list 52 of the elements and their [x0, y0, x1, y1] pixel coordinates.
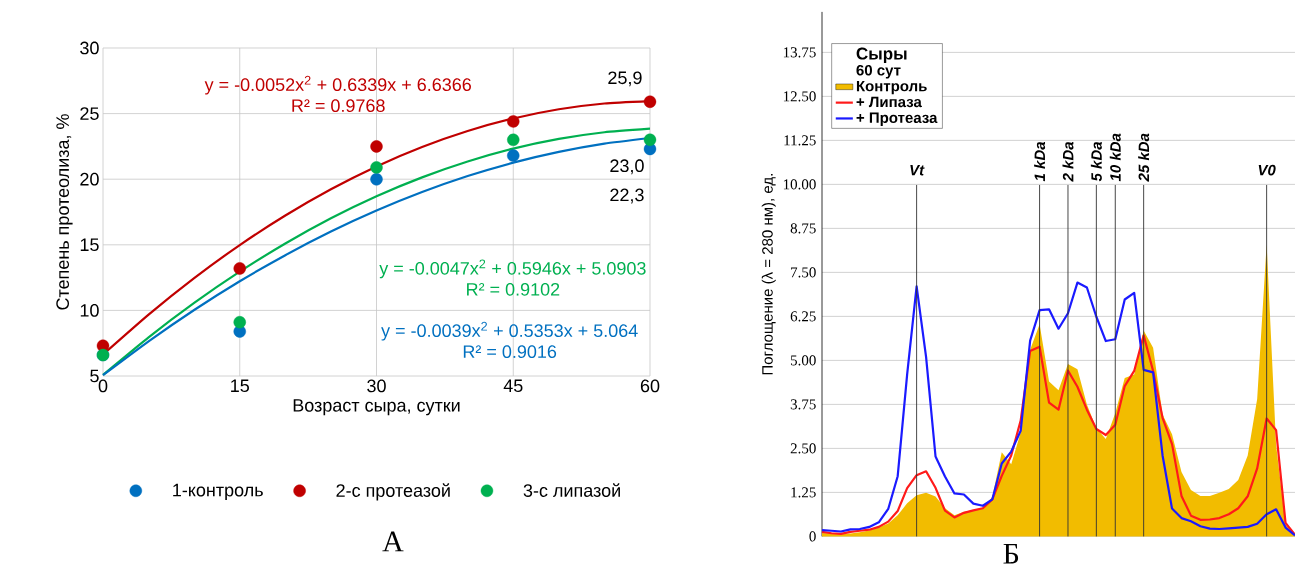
legend-label: + Протеаза — [856, 112, 938, 126]
category-label: 5 kDa — [1090, 141, 1102, 182]
y-tick-label: 2.50 — [790, 443, 816, 454]
y-tick-label: 10 — [80, 304, 99, 317]
y-tick-label: 7.50 — [791, 267, 816, 278]
y-tick-label: 30 — [80, 41, 99, 55]
legend-label: + Липаза — [856, 96, 922, 108]
y-tick-label: 6.25 — [790, 311, 816, 322]
x-tick-label: 45 — [503, 379, 523, 393]
annotation: y = -0.0052x$^{2}$ + 0.6339x + 6.6366 — [204, 75, 471, 95]
y-tick-label: 25 — [80, 107, 99, 120]
y-tick-label: 13.75 — [783, 47, 816, 58]
x-tick-label: 15 — [231, 379, 249, 393]
y-tick-label: 10.00 — [783, 179, 816, 190]
y-tick-label: 1.25 — [791, 487, 816, 498]
y-tick-label: 8.75 — [790, 223, 816, 234]
y-tick-label: 15 — [80, 238, 99, 252]
legend-label: Контроль — [856, 80, 927, 95]
text: Б — [1003, 543, 1019, 564]
category-label: 25 kDa — [1138, 133, 1150, 182]
data-label: 23,0 — [610, 159, 644, 175]
annotation: R² = 0.9016 — [463, 345, 557, 359]
y-axis-title: Поглощение (λ = 280 нм), ед. — [761, 174, 776, 375]
y-tick-label: 0 — [809, 531, 816, 542]
category-label: 10 kDa — [1109, 133, 1121, 182]
legend-title: Сыры — [856, 47, 907, 63]
category-label: V0 — [1258, 164, 1276, 176]
y-axis-title: Степень протеолиза, % — [56, 114, 73, 310]
legend-label: 2-с протеазой — [336, 483, 450, 501]
text: А — [382, 531, 404, 552]
annotation: R² = 0.9768 — [292, 99, 385, 113]
legend-label: 3-с липазой — [523, 483, 620, 497]
y-tick-label: 5 — [90, 369, 99, 383]
data-label: 22,3 — [610, 188, 644, 204]
category-label: Vt — [910, 165, 925, 176]
annotation: y = -0.0047x$^{2}$ + 0.5946x + 5.0903 — [379, 259, 646, 279]
x-axis-title: Возраст сыра, сутки — [293, 399, 460, 416]
category-label: 2 kDa — [1062, 141, 1074, 182]
y-tick-label: 12.50 — [783, 91, 816, 102]
data-label: 25,9 — [608, 71, 642, 87]
x-tick-label: 0 — [98, 379, 108, 393]
annotation: y = -0.0039x$^{2}$ + 0.5353x + 5.064 — [381, 321, 638, 341]
y-tick-label: 5.00 — [790, 355, 816, 366]
y-tick-label: 20 — [80, 172, 99, 186]
y-tick-label: 3.75 — [790, 399, 816, 410]
category-label: 1 kDa — [1034, 141, 1046, 182]
y-tick-label: 11.25 — [784, 135, 816, 146]
x-tick-label: 60 — [640, 379, 660, 393]
annotation: 60 сут — [856, 64, 901, 79]
x-tick-label: 30 — [367, 379, 386, 393]
legend-label: 1-контроль — [173, 483, 263, 500]
annotation: R² = 0.9102 — [467, 282, 560, 296]
